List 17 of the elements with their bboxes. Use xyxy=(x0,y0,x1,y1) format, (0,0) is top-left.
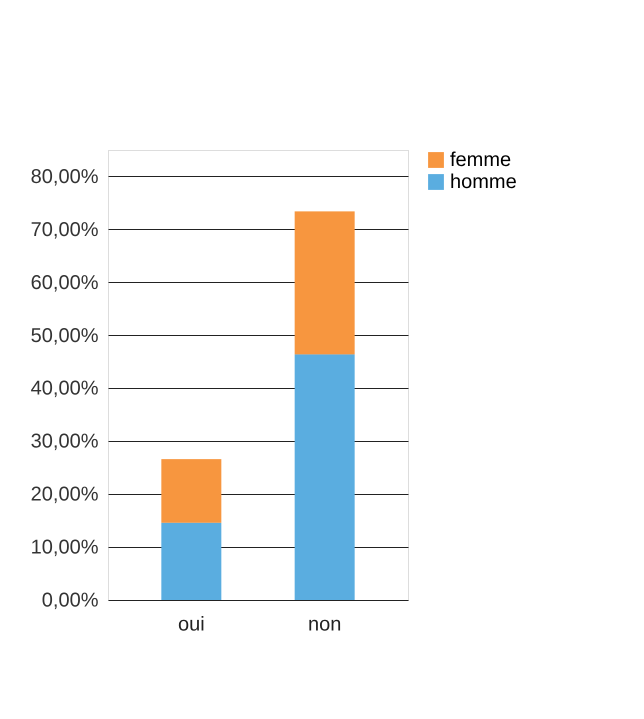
y-tick-label: 40,00% xyxy=(30,378,99,400)
legend-label: homme xyxy=(450,171,517,193)
y-tick-label: 20,00% xyxy=(30,484,99,506)
legend-label: femme xyxy=(450,149,512,171)
x-tick-label: non xyxy=(308,614,342,636)
y-tick-label: 30,00% xyxy=(30,430,99,453)
y-tick-label: 70,00% xyxy=(30,218,99,241)
y-tick-label: 0,00% xyxy=(42,590,99,612)
bar xyxy=(294,211,355,354)
y-tick-label: 10,00% xyxy=(30,536,99,559)
y-tick-label: 50,00% xyxy=(30,324,99,347)
y-tick-label: 80,00% xyxy=(30,166,99,188)
bar xyxy=(294,354,355,600)
y-tick-label: 60,00% xyxy=(30,272,99,294)
bar xyxy=(161,522,222,600)
bar xyxy=(161,459,222,523)
x-tick-label: oui xyxy=(178,614,205,636)
